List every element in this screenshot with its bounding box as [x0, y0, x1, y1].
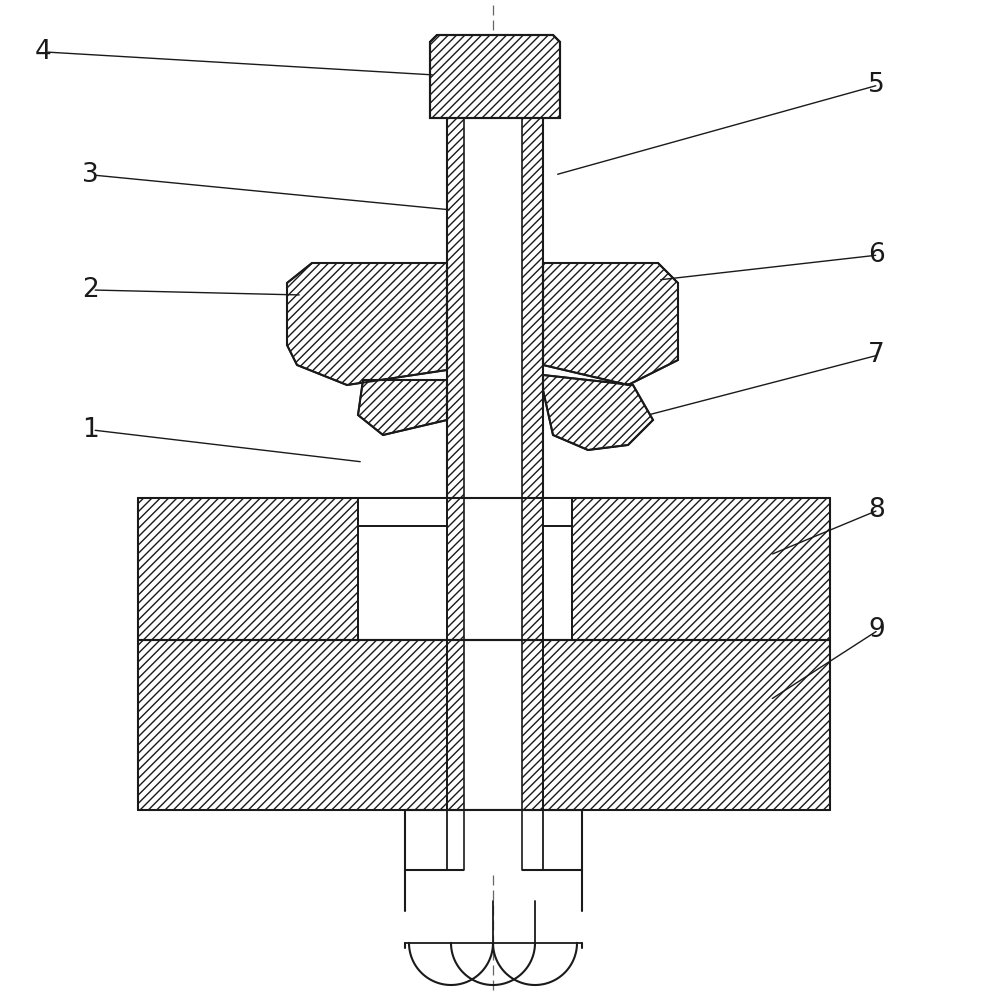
Polygon shape [287, 263, 447, 385]
Polygon shape [447, 640, 543, 810]
Polygon shape [430, 35, 560, 118]
Polygon shape [358, 380, 447, 435]
Polygon shape [138, 640, 447, 810]
Polygon shape [138, 498, 358, 640]
Polygon shape [464, 118, 522, 810]
Text: 5: 5 [868, 72, 884, 98]
Polygon shape [543, 640, 830, 810]
Text: 7: 7 [868, 342, 884, 368]
Text: 9: 9 [868, 617, 884, 643]
Polygon shape [405, 810, 582, 870]
Text: 3: 3 [82, 162, 99, 188]
Polygon shape [447, 498, 543, 640]
Text: 1: 1 [82, 417, 99, 443]
Text: 4: 4 [35, 39, 51, 65]
Polygon shape [543, 498, 572, 526]
Polygon shape [543, 263, 678, 385]
Polygon shape [447, 118, 543, 498]
Polygon shape [572, 498, 830, 640]
Text: 6: 6 [868, 242, 884, 268]
Text: 2: 2 [82, 277, 99, 303]
Text: 8: 8 [868, 497, 884, 523]
Polygon shape [543, 375, 653, 450]
Polygon shape [358, 498, 447, 526]
Polygon shape [464, 810, 522, 875]
